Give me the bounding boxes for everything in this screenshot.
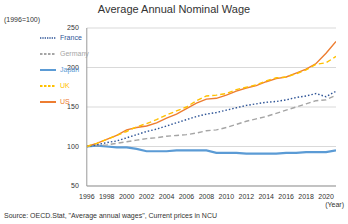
svg-text:2018: 2018	[298, 193, 314, 200]
svg-text:2012: 2012	[238, 193, 254, 200]
svg-text:100: 100	[67, 143, 79, 150]
svg-text:50: 50	[71, 182, 79, 189]
svg-text:200: 200	[67, 64, 79, 71]
svg-text:1996: 1996	[79, 193, 95, 200]
svg-text:1998: 1998	[99, 193, 115, 200]
svg-text:2016: 2016	[278, 193, 294, 200]
svg-text:2014: 2014	[258, 193, 274, 200]
svg-text:2008: 2008	[199, 193, 215, 200]
svg-text:2006: 2006	[179, 193, 195, 200]
svg-text:2002: 2002	[139, 193, 155, 200]
svg-text:2000: 2000	[119, 193, 135, 200]
svg-text:2010: 2010	[219, 193, 235, 200]
svg-text:250: 250	[67, 24, 79, 31]
svg-text:2004: 2004	[159, 193, 175, 200]
svg-text:2020: 2020	[318, 193, 334, 200]
svg-text:150: 150	[67, 103, 79, 110]
